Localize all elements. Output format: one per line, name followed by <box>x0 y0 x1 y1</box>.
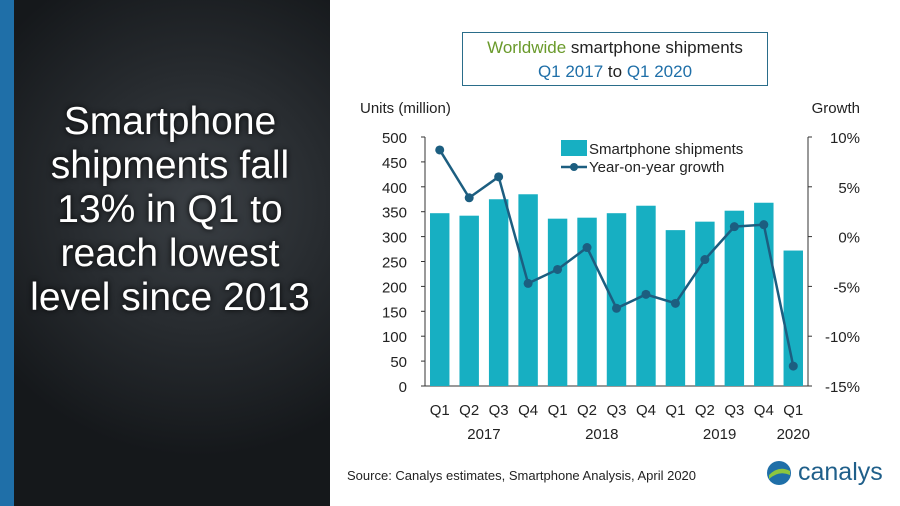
bar <box>518 194 538 386</box>
bar <box>430 213 450 386</box>
x-tick-label: Q1 <box>665 402 685 419</box>
x-tick-label: Q1 <box>783 402 803 419</box>
growth-point <box>729 222 739 232</box>
y-tick-label: 150 <box>382 304 407 321</box>
background-photo <box>0 0 330 506</box>
y-tick-label: 250 <box>382 255 407 272</box>
x-tick-label: Q2 <box>577 402 597 419</box>
y-tick-label: 0 <box>399 379 407 396</box>
source-note: Source: Canalys estimates, Smartphone An… <box>347 468 697 483</box>
growth-point <box>759 220 769 230</box>
y-axis-label: Units (million) <box>360 100 451 117</box>
x-tick-label: Q3 <box>724 402 744 419</box>
bar <box>665 230 686 386</box>
growth-point <box>788 361 798 371</box>
y2-tick-label: -5% <box>833 279 860 296</box>
growth-point <box>670 298 680 308</box>
chart-title: Worldwide smartphone shipments Q1 2017 t… <box>462 32 768 86</box>
y-tick-label: 350 <box>382 205 407 222</box>
y2-tick-label: 0% <box>838 230 860 247</box>
bar <box>724 210 745 386</box>
title-worldwide: Worldwide <box>487 38 567 57</box>
title-start: Q1 2017 <box>537 62 604 81</box>
y2-tick-label: -15% <box>825 379 860 396</box>
year-label: 2020 <box>777 426 810 443</box>
y2-tick-label: 10% <box>830 130 860 147</box>
year-label: 2017 <box>467 426 500 443</box>
growth-point <box>435 145 445 155</box>
y-tick-label: 100 <box>382 329 407 346</box>
x-tick-label: Q1 <box>548 402 568 419</box>
growth-point <box>523 278 533 288</box>
growth-point <box>641 289 651 299</box>
x-tick-label: Q3 <box>489 402 509 419</box>
canalys-logo: canalys <box>766 458 883 487</box>
bar <box>783 250 803 386</box>
y2-axis-label: Growth <box>812 100 860 117</box>
growth-point <box>612 303 621 313</box>
bar <box>695 221 715 386</box>
x-tick-label: Q4 <box>518 402 538 419</box>
growth-point <box>582 243 592 253</box>
legend-line-label: Year-on-year growth <box>589 159 724 176</box>
y2-tick-label: -10% <box>825 329 860 346</box>
title-to: to <box>603 62 627 81</box>
title-end: Q1 2020 <box>626 62 693 81</box>
growth-point <box>494 172 504 182</box>
legend-bar-swatch <box>561 140 587 156</box>
year-label: 2019 <box>703 426 736 443</box>
y-tick-label: 300 <box>382 230 407 247</box>
bar <box>459 215 479 386</box>
accent-strip <box>0 0 14 506</box>
title-rest: smartphone shipments <box>566 38 743 57</box>
legend-bar-label: Smartphone shipments <box>589 141 743 158</box>
growth-point <box>464 193 474 203</box>
x-tick-label: Q2 <box>695 402 715 419</box>
y2-tick-label: 5% <box>838 180 860 197</box>
x-tick-label: Q2 <box>459 402 479 419</box>
x-tick-label: Q4 <box>636 402 656 419</box>
bar <box>606 213 627 386</box>
growth-point <box>700 255 710 265</box>
y-tick-label: 50 <box>390 354 407 371</box>
logo-text: canalys <box>798 458 883 486</box>
x-tick-label: Q1 <box>430 402 450 419</box>
x-tick-label: Q4 <box>754 402 774 419</box>
bar <box>547 218 568 386</box>
y-tick-label: 500 <box>382 130 407 147</box>
y-tick-label: 400 <box>382 180 407 197</box>
bar <box>488 199 509 386</box>
growth-point <box>553 264 563 274</box>
bar <box>577 217 597 386</box>
logo-icon <box>767 460 791 485</box>
legend-line-marker <box>570 163 578 171</box>
y-tick-label: 200 <box>382 279 407 296</box>
x-tick-label: Q3 <box>606 402 626 419</box>
year-label: 2018 <box>585 426 618 443</box>
y-tick-label: 450 <box>382 155 407 172</box>
headline: Smartphone shipments fall 13% in Q1 to r… <box>30 100 310 319</box>
